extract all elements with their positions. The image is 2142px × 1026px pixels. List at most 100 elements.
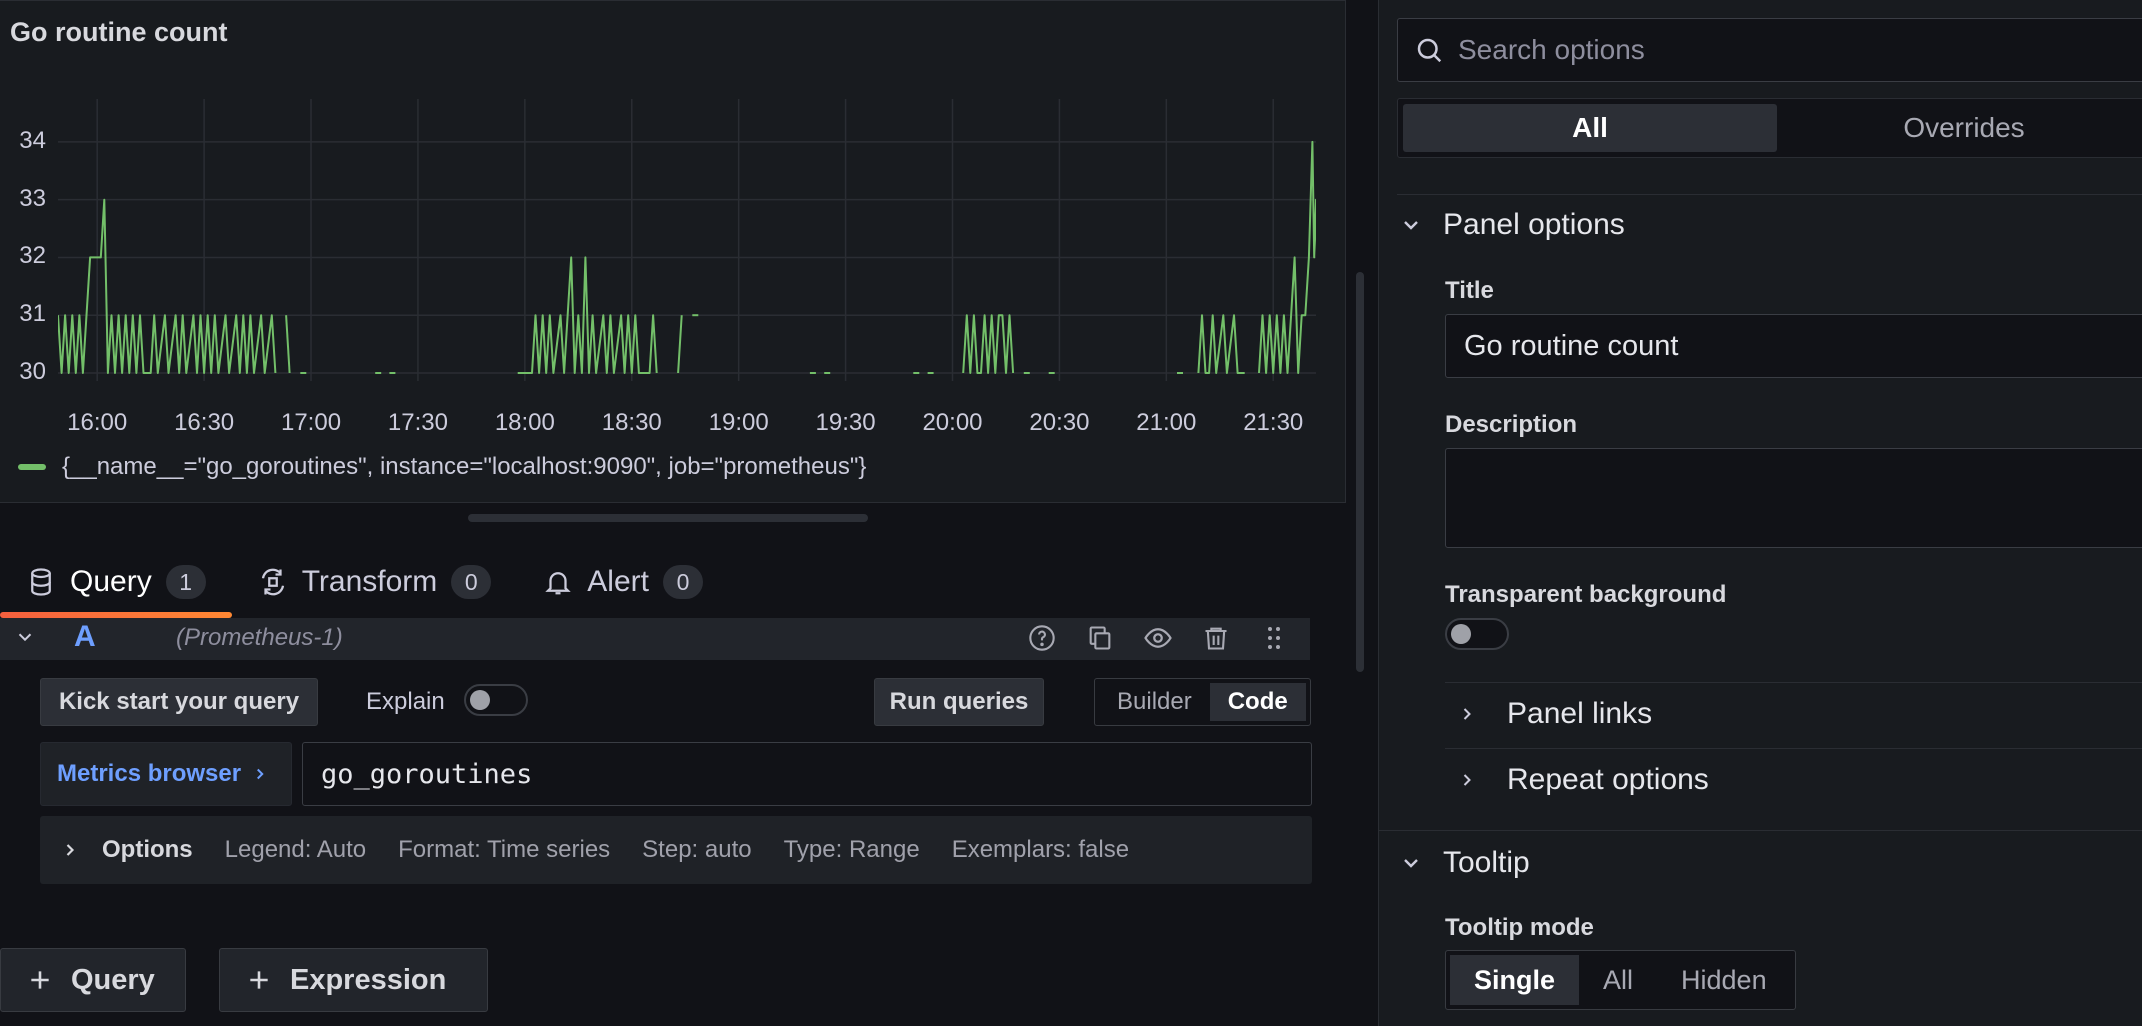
tab-query[interactable]: Query 1 (0, 556, 232, 618)
timeseries-chart[interactable] (58, 99, 1316, 381)
duplicate-icon[interactable] (1084, 622, 1116, 654)
horizontal-resize-handle[interactable] (468, 514, 868, 522)
tab-transform-label: Transform (301, 565, 438, 598)
tab-alert-count: 0 (662, 565, 703, 599)
option-step: Step: auto (642, 836, 752, 863)
tab-all[interactable]: All (1403, 104, 1777, 152)
panel-options-header[interactable]: Panel options (1399, 208, 1625, 242)
editor-mode-toggle: Builder Code (1094, 678, 1311, 726)
divider (1379, 830, 2142, 831)
vertical-scrollbar[interactable] (1356, 272, 1364, 672)
database-icon (31, 568, 51, 596)
kick-start-button[interactable]: Kick start your query (40, 678, 318, 726)
run-queries-button[interactable]: Run queries (874, 678, 1044, 726)
panel-links-label: Panel links (1507, 697, 1653, 730)
repeat-options-header[interactable]: Repeat options (1457, 763, 1709, 797)
options-pane: All Overrides Panel options Title Go rou… (1378, 0, 2142, 1026)
option-exemplars: Exemplars: false (951, 836, 1130, 863)
legend-swatch (18, 464, 46, 470)
description-textarea[interactable] (1445, 448, 2142, 548)
options-search[interactable] (1397, 18, 2142, 82)
add-query-label: Query (71, 963, 155, 996)
series-line (285, 315, 291, 374)
repeat-options-label: Repeat options (1507, 763, 1709, 796)
query-ref-id[interactable]: A (74, 620, 96, 653)
y-tick-label: 30 (19, 358, 46, 385)
panel-preview: Go routine count 30 31 32 33 34 16:00 16:30 17… (0, 0, 1346, 503)
tooltip-mode-all[interactable]: All (1603, 964, 1634, 995)
x-tick-label: 17:30 (387, 409, 448, 436)
x-tick-label: 18:00 (494, 409, 555, 436)
help-icon[interactable] (1026, 622, 1058, 654)
tooltip-header[interactable]: Tooltip (1399, 846, 1530, 880)
chevron-down-icon[interactable] (14, 626, 36, 648)
tooltip-mode-label: Tooltip mode (1445, 914, 1594, 941)
tooltip-mode-single[interactable]: Single (1450, 955, 1580, 1005)
chevron-right-icon (257, 768, 264, 780)
tab-alert[interactable]: Alert 0 (517, 556, 729, 608)
legend-label: {__name__="go_goroutines", instance="loc… (62, 453, 867, 480)
y-tick-label: 34 (19, 126, 46, 154)
y-tick-label: 31 (19, 300, 46, 328)
y-tick-label: 32 (19, 242, 46, 270)
divider (1445, 682, 2142, 683)
title-input[interactable]: Go routine count (1445, 314, 2142, 378)
plus-icon (31, 971, 49, 989)
chevron-down-icon (1404, 221, 1418, 230)
metrics-browser-button[interactable]: Metrics browser (40, 742, 292, 806)
tooltip-mode-hidden[interactable]: Hidden (1681, 964, 1767, 995)
series-line (677, 315, 683, 374)
drag-handle-icon[interactable] (1258, 622, 1290, 654)
tab-query-label: Query (70, 565, 152, 598)
x-tick-label: 16:30 (174, 409, 235, 436)
chevron-down-icon (1404, 859, 1418, 868)
transparent-background-toggle[interactable] (1445, 618, 1509, 650)
option-format: Format: Time series (398, 836, 611, 863)
chart-legend[interactable]: {__name__="go_goroutines", instance="loc… (18, 453, 866, 481)
trash-icon[interactable] (1200, 622, 1232, 654)
query-options-row[interactable]: Options Legend: Auto Format: Time series… (40, 816, 1312, 884)
x-tick-label: 16:00 (67, 409, 128, 436)
panel-options-label: Panel options (1443, 208, 1625, 241)
add-expression-label: Expression (290, 963, 447, 996)
tab-transform-count: 0 (451, 565, 492, 599)
mode-builder[interactable]: Builder (1117, 688, 1192, 715)
promql-query-input[interactable]: go_goroutines (302, 742, 1312, 806)
title-label: Title (1445, 277, 1494, 304)
tab-transform[interactable]: Transform 0 (232, 556, 518, 608)
chevron-right-icon (1463, 774, 1471, 786)
editor-tabs: Query 1 Transform 0 Alert 0 (0, 556, 729, 618)
search-input[interactable] (1458, 34, 2058, 66)
transform-icon (261, 568, 284, 596)
y-tick-label: 33 (19, 184, 46, 212)
x-tick-label: 18:30 (601, 409, 662, 436)
explain-toggle[interactable] (464, 684, 528, 716)
bell-icon (545, 572, 571, 595)
option-type: Type: Range (783, 836, 920, 863)
eye-icon[interactable] (1142, 622, 1174, 654)
options-tabs: All Overrides (1397, 98, 2142, 158)
transparent-background-label: Transparent background (1445, 581, 1727, 608)
chevron-right-icon (1463, 708, 1471, 720)
panel-links-header[interactable]: Panel links (1457, 697, 1652, 731)
x-tick-label: 21:00 (1136, 409, 1197, 436)
x-tick-label: 17:00 (280, 409, 342, 436)
explain-label: Explain (366, 688, 445, 715)
series-line (1258, 140, 1316, 374)
series-line (517, 256, 658, 374)
search-icon (1417, 38, 1442, 63)
chevron-right-icon (66, 844, 75, 856)
add-query-button[interactable]: Query (0, 948, 186, 1012)
add-expression-button[interactable]: Expression (219, 948, 488, 1012)
divider (1397, 194, 2142, 195)
divider (1445, 748, 2142, 749)
series-line (58, 198, 277, 374)
tab-alert-label: Alert (587, 565, 649, 598)
mode-code[interactable]: Code (1209, 683, 1306, 721)
query-options-title: Options (102, 836, 193, 863)
tab-query-count: 1 (165, 565, 206, 599)
query-row-header[interactable]: A (Prometheus-1) (0, 618, 1310, 660)
tab-overrides[interactable]: Overrides (1903, 112, 2025, 143)
toggle-knob (470, 690, 490, 710)
